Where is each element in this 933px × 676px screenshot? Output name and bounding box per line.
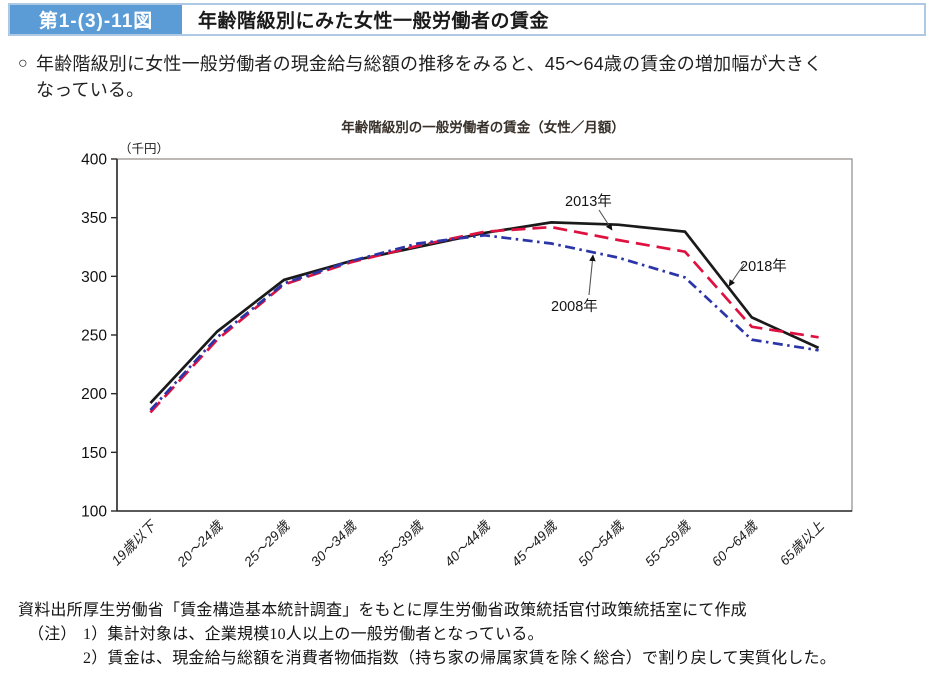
x-axis-tick-label: 19歳以下: [109, 517, 161, 569]
series-line-2013年: [149, 225, 819, 414]
summary-text: 年齢階級別に女性一般労働者の現金給与総額の推移をみると、45～64歳の賃金の増加…: [36, 51, 822, 103]
y-axis-tick-label: 150: [81, 445, 107, 462]
y-axis-tick-label: 200: [81, 386, 107, 403]
x-axis-tick-label: 40～44歳: [442, 517, 494, 569]
bullet-circle-icon: ○: [18, 55, 28, 72]
x-axis-tick-label: 30～34歳: [308, 517, 360, 569]
y-axis-tick-label: 250: [81, 328, 107, 345]
series-line-2008年: [149, 233, 819, 412]
y-axis-tick-label: 350: [81, 210, 107, 227]
series-label-2008年: 2008年: [551, 298, 598, 315]
annotation-arrow-2008年: [588, 254, 596, 296]
wage-line-chart: 年齢階級別の一般労働者の賃金（女性／月額） （千円） 100 150 200 250 300…: [81, 119, 853, 570]
x-axis-tick-label: 65歳以上: [777, 518, 827, 568]
note-label: （注）: [28, 626, 77, 643]
figure-number-badge: 第1-(3)-11図: [10, 5, 182, 34]
series-label-2013年: 2013年: [565, 193, 612, 210]
note-2: 2）賃金は、現金給与総額を消費者物価指数（持ち家の帰属家賃を除く総合）で割り戻し…: [83, 650, 836, 667]
source-label: 資料出所: [18, 602, 83, 619]
x-axis-tick-label: 50～54歳: [575, 517, 627, 569]
figure-title: 年齢階級別にみた女性一般労働者の賃金: [198, 11, 550, 32]
summary-paragraph: ○ 年齢階級別に女性一般労働者の現金給与総額の推移をみると、45～64歳の賃金の…: [18, 51, 918, 103]
figure-header: 第1-(3)-11図 年齢階級別にみた女性一般労働者の賃金: [8, 3, 926, 36]
x-axis-tick-label: 20～24歳: [174, 517, 227, 570]
y-axis-unit-label: （千円）: [119, 142, 169, 156]
y-axis-tick-label: 100: [81, 504, 107, 521]
x-axis-tick-label: 45～49歳: [508, 517, 560, 569]
series-line-2018年: [149, 221, 820, 405]
x-axis-tick-label: 60～64歳: [709, 517, 761, 569]
x-axis-tick-label: 25～29歳: [241, 517, 294, 570]
y-axis-tick-label: 300: [81, 269, 107, 286]
annotation-arrow-2013年: [598, 209, 613, 231]
series-label-2018年: 2018年: [740, 258, 787, 275]
plot-area-border: [116, 158, 853, 512]
note-1: 1）集計対象は、企業規模10人以上の一般労働者となっている。: [83, 626, 544, 643]
summary-line-2: なっている。: [36, 80, 145, 100]
x-axis-tick-label: 55～59歳: [642, 517, 694, 569]
source-text: 厚生労働省「賃金構造基本統計調査」をもとに厚生労働省政策統括官付政策統括室にて作…: [83, 602, 747, 619]
figure-number: 第1-(3)-11図: [38, 11, 154, 32]
y-axis-tick-label: 400: [81, 152, 107, 169]
summary-line-1: 年齢階級別に女性一般労働者の現金給与総額の推移をみると、45～64歳の賃金の増加…: [36, 54, 823, 74]
chart-title: 年齢階級別の一般労働者の賃金（女性／月額）: [341, 119, 625, 135]
annotation-arrow-2018年: [728, 263, 745, 287]
x-axis-tick-label: 35～39歳: [375, 517, 427, 569]
